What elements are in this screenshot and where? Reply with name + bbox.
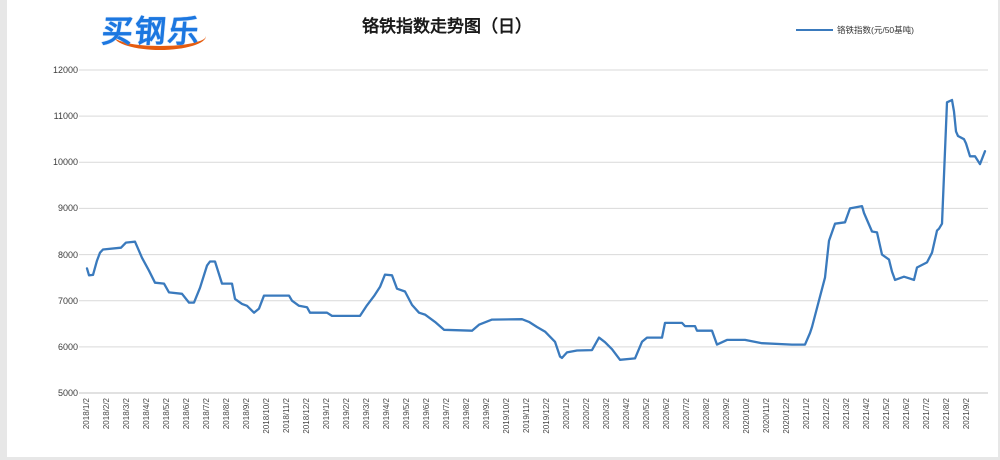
x-tick-label: 2018/5/2 [162,398,171,430]
x-tick-label: 2020/7/2 [682,398,691,430]
x-tick-label: 2019/1/2 [322,398,331,430]
x-tick-label: 2018/9/2 [242,398,251,430]
x-tick-label: 2020/6/2 [662,398,671,430]
x-tick-label: 2019/11/2 [522,398,531,433]
x-tick-label: 2021/9/2 [962,398,971,430]
y-tick-label: 11000 [53,111,78,122]
x-tick-label: 2018/6/2 [182,398,191,430]
x-tick-label: 2021/5/2 [882,398,891,430]
page-edge-right [998,0,1000,460]
x-tick-label: 2018/1/2 [82,398,91,430]
x-tick-label: 2018/7/2 [202,398,211,430]
x-tick-label: 2019/8/2 [462,398,471,430]
x-tick-label: 2018/3/2 [122,398,131,430]
x-tick-label: 2019/3/2 [362,398,371,430]
x-tick-label: 2020/9/2 [722,398,731,430]
x-tick-label: 2020/3/2 [602,398,611,430]
x-tick-label: 2018/10/2 [262,398,271,434]
x-tick-label: 2019/2/2 [342,398,351,430]
x-tick-label: 2021/6/2 [902,398,911,430]
x-tick-label: 2021/3/2 [842,398,851,430]
y-tick-label: 12000 [52,65,78,75]
x-tick-label: 2019/10/2 [502,398,511,434]
page-edge-left [0,0,7,460]
gridlines [79,69,988,394]
logo-smile-arc-icon [114,22,206,50]
y-tick-label: 7000 [57,295,78,306]
x-tick-label: 2021/2/2 [822,398,831,430]
series-铬铁指数(元/50基吨) [85,98,987,361]
y-tick-label: 6000 [57,341,78,352]
x-tick-label: 2019/7/2 [442,398,451,430]
legend: 铬铁指数(元/50基吨) [796,24,914,36]
x-tick-label: 2018/12/2 [302,398,311,434]
x-tick-label: 2020/11/2 [762,398,771,433]
x-tick-label: 2021/4/2 [862,398,871,430]
page-title: 铬铁指数走势图（日） [362,17,532,36]
y-tick-label: 9000 [57,203,78,214]
x-tick-label: 2020/12/2 [782,398,791,434]
x-tick-label: 2021/1/2 [802,398,811,430]
price-line [85,98,987,361]
x-tick-label: 2021/7/2 [922,398,931,430]
x-tick-label: 2020/2/2 [582,398,591,430]
x-tick-label: 2020/5/2 [642,398,651,430]
x-tick-label: 2018/8/2 [222,398,231,430]
page-edge-bottom [0,457,1000,460]
x-tick-label: 2020/4/2 [622,398,631,430]
y-tick-label: 10000 [52,157,78,168]
x-tick-label: 2018/2/2 [102,398,111,430]
x-tick-label: 2018/11/2 [282,398,291,433]
x-tick-label: 2018/4/2 [142,398,151,430]
x-tick-label: 2019/4/2 [382,398,391,430]
logo: 买钢乐 [96,4,246,60]
y-tick-label: 8000 [57,249,78,260]
x-tick-label: 2020/8/2 [702,398,711,430]
legend-line-icon [796,29,833,31]
x-tick-label: 2019/6/2 [422,398,431,430]
logo-text: 买钢乐 [100,14,203,49]
x-tick-label: 2021/8/2 [942,398,951,430]
x-tick-label: 2020/10/2 [742,398,751,434]
legend-label: 铬铁指数(元/50基吨) [837,25,914,35]
x-tick-label: 2019/5/2 [402,398,411,430]
x-tick-label: 2020/1/2 [562,398,571,430]
y-tick-label: 5000 [57,388,78,398]
x-tick-label: 2019/12/2 [542,398,551,434]
x-tick-label: 2019/9/2 [482,398,491,430]
